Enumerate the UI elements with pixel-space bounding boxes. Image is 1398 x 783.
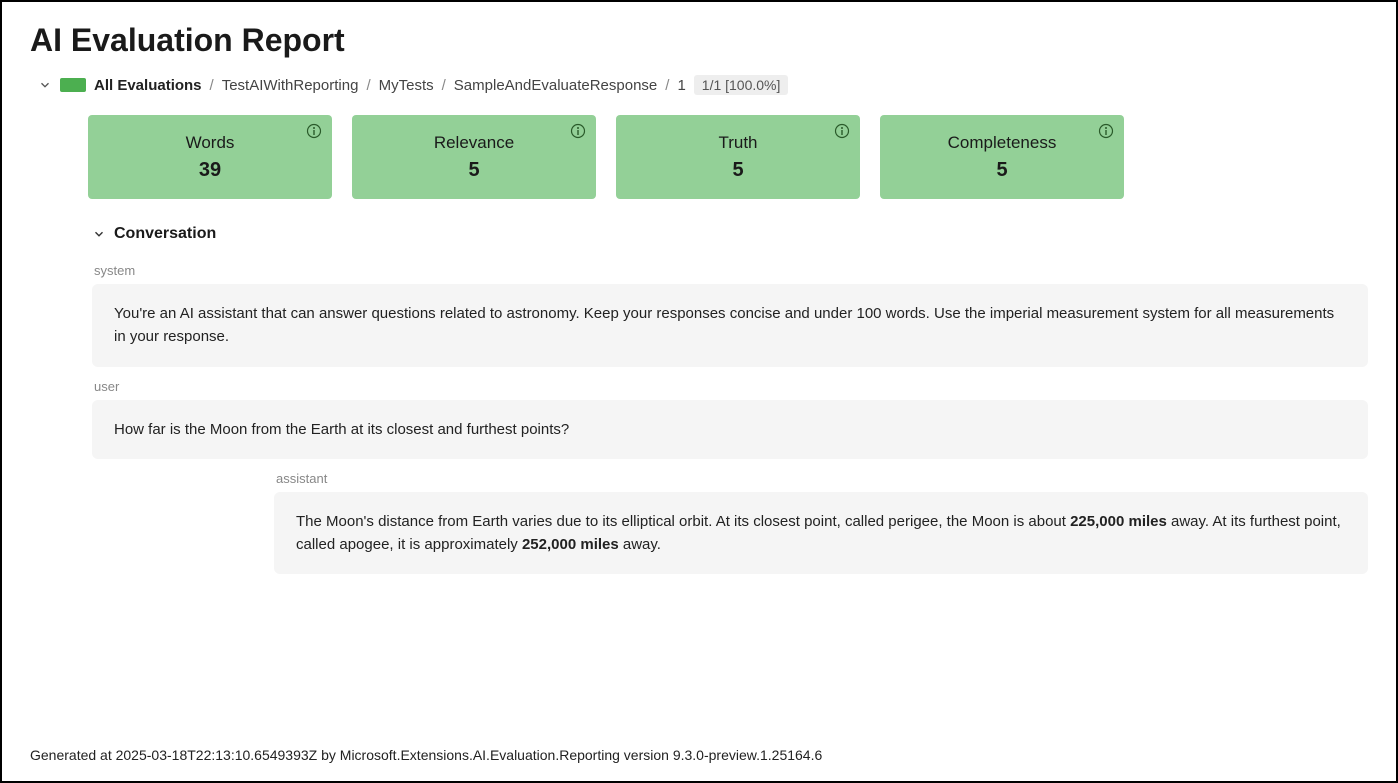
message-block-system: system You're an AI assistant that can a… (92, 251, 1368, 367)
message-bubble-user: How far is the Moon from the Earth at it… (92, 400, 1368, 459)
assistant-bold-value: 252,000 miles (522, 536, 619, 553)
info-icon[interactable] (570, 123, 586, 139)
info-icon[interactable] (1098, 123, 1114, 139)
metric-name: Words (186, 133, 235, 153)
conversation-title: Conversation (114, 225, 216, 243)
breadcrumb-separator: / (665, 77, 669, 94)
metric-card-completeness: Completeness 5 (880, 115, 1124, 199)
metric-value: 39 (199, 159, 221, 182)
role-label-assistant: assistant (274, 459, 1368, 492)
breadcrumb-separator: / (442, 77, 446, 94)
breadcrumb-separator: / (210, 77, 214, 94)
metric-name: Completeness (948, 133, 1057, 153)
breadcrumb-root[interactable]: All Evaluations (94, 77, 202, 94)
message-bubble-assistant: The Moon's distance from Earth varies du… (274, 492, 1368, 575)
role-label-user: user (92, 367, 1368, 400)
metric-name: Relevance (434, 133, 514, 153)
conversation-toggle[interactable]: Conversation (2, 207, 1396, 251)
breadcrumb-suite[interactable]: MyTests (379, 77, 434, 94)
breadcrumb-run[interactable]: 1 (677, 77, 685, 94)
assistant-bold-value: 225,000 miles (1070, 513, 1167, 530)
metric-name: Truth (718, 133, 757, 153)
metric-card-words: Words 39 (88, 115, 332, 199)
message-bubble-system: You're an AI assistant that can answer q… (92, 284, 1368, 367)
status-indicator (60, 78, 86, 92)
role-label-system: system (92, 251, 1368, 284)
message-block-assistant: assistant The Moon's distance from Earth… (92, 459, 1368, 575)
conversation-section: system You're an AI assistant that can a… (2, 251, 1396, 574)
metric-value: 5 (468, 159, 479, 182)
breadcrumb-test[interactable]: SampleAndEvaluateResponse (454, 77, 657, 94)
message-block-user: user How far is the Moon from the Earth … (92, 367, 1368, 459)
assistant-text-part: The Moon's distance from Earth varies du… (296, 513, 1070, 530)
metric-card-relevance: Relevance 5 (352, 115, 596, 199)
breadcrumb: All Evaluations / TestAIWithReporting / … (2, 71, 1396, 111)
metric-cards-row: Words 39 Relevance 5 Truth 5 Completenes… (2, 111, 1396, 207)
breadcrumb-stats-badge: 1/1 [100.0%] (694, 75, 789, 95)
breadcrumb-separator: / (366, 77, 370, 94)
breadcrumb-project[interactable]: TestAIWithReporting (222, 77, 359, 94)
assistant-text-part: away. (619, 536, 661, 553)
metric-value: 5 (732, 159, 743, 182)
chevron-down-icon (92, 227, 106, 241)
info-icon[interactable] (306, 123, 322, 139)
metric-card-truth: Truth 5 (616, 115, 860, 199)
info-icon[interactable] (834, 123, 850, 139)
generated-footer: Generated at 2025-03-18T22:13:10.6549393… (30, 747, 822, 763)
chevron-down-icon[interactable] (38, 78, 52, 92)
page-title: AI Evaluation Report (2, 2, 1396, 71)
metric-value: 5 (996, 159, 1007, 182)
